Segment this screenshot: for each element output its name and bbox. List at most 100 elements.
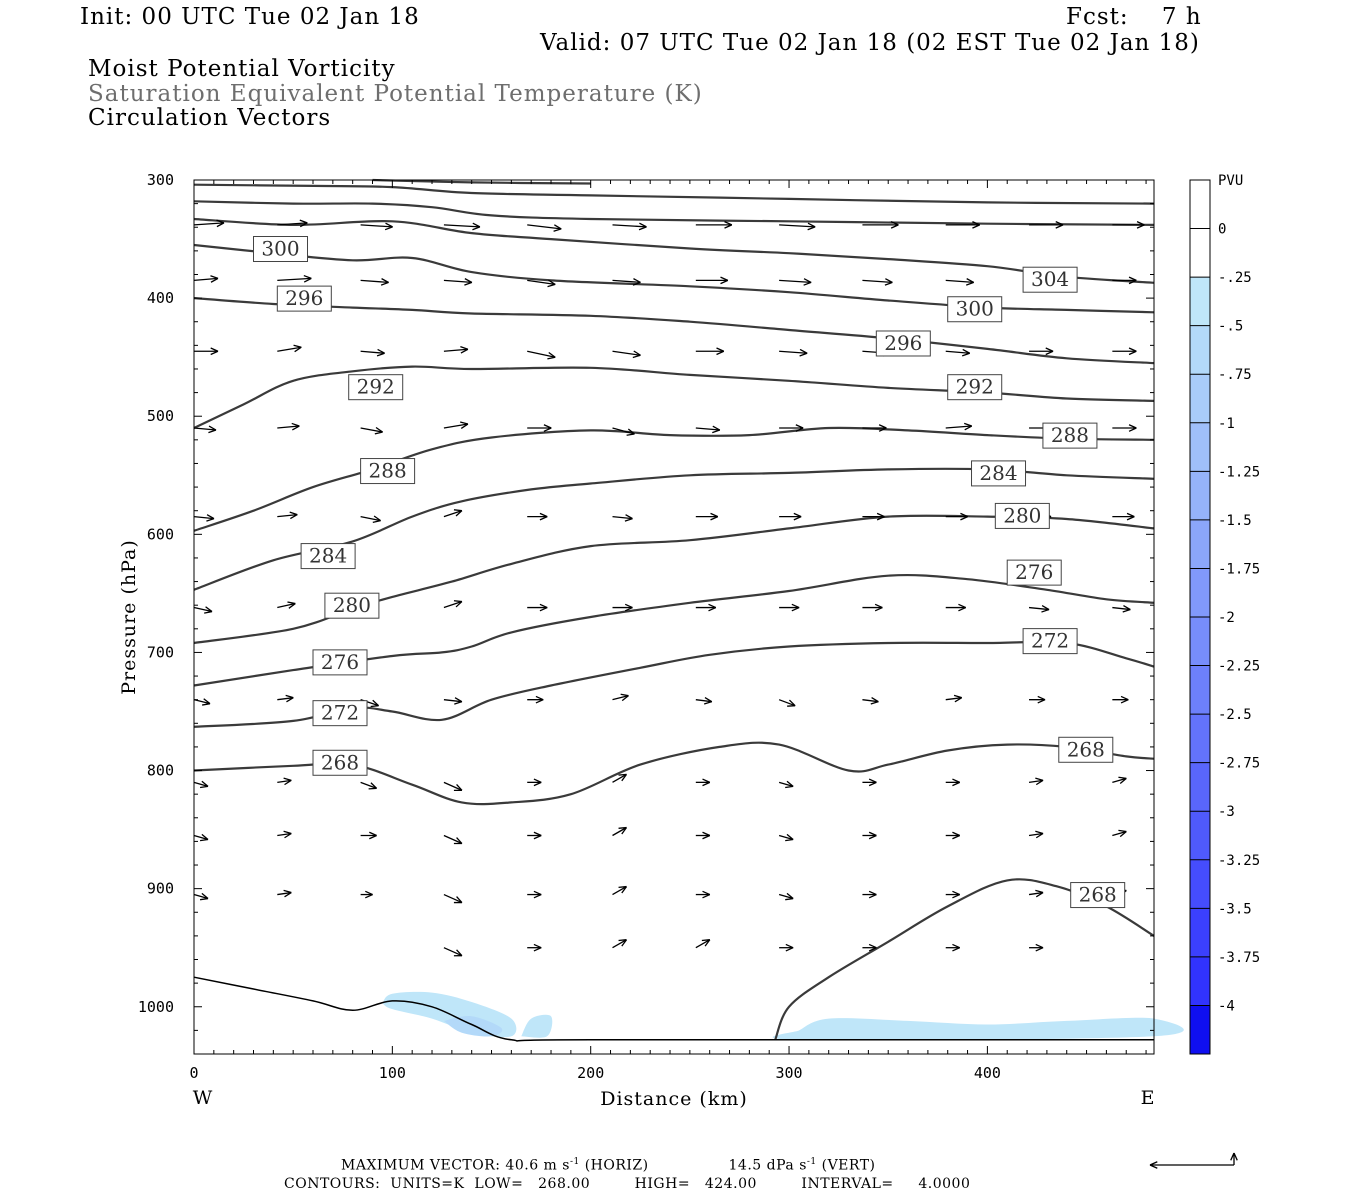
colorbar-tick-label: -.25 (1218, 270, 1252, 286)
y-tick-label: 600 (147, 525, 174, 543)
circulation-vector (443, 278, 473, 286)
y-tick-label: 800 (147, 762, 174, 780)
contour-label-text: 292 (956, 375, 994, 399)
circulation-vector (1112, 776, 1127, 784)
circulation-vector (945, 890, 961, 899)
terrain-surface-line (193, 976, 1154, 1042)
colorbar-swatch (1190, 325, 1210, 375)
circulation-vector (1029, 695, 1046, 704)
circulation-vector (945, 778, 961, 787)
forecast-hour: Fcst: 7 h (1066, 4, 1202, 30)
circulation-vector (862, 424, 887, 432)
x-tick-label: 400 (974, 1064, 1001, 1082)
circulation-vector (527, 224, 562, 232)
circulation-vector (527, 890, 542, 899)
circulation-vector (193, 514, 215, 522)
valid-time: Valid: 07 UTC Tue 02 Jan 18 (02 EST Tue … (540, 30, 1200, 56)
colorbar-tick-label: 0 (1218, 222, 1226, 238)
circulation-vector (612, 826, 628, 837)
contour-label-text: 280 (333, 593, 371, 617)
colorbar-swatch (1190, 859, 1210, 909)
contour-label-text: 288 (369, 459, 407, 483)
circulation-vector (1028, 889, 1044, 898)
max-vector-vert-text: 14.5 dPa s (728, 1157, 807, 1174)
circulation-vector (695, 696, 713, 705)
x-axis-title: Distance (km) (600, 1088, 748, 1110)
pv-shaded-region (443, 1016, 503, 1037)
colorbar-tick-label: -3.75 (1218, 950, 1260, 966)
circulation-vector (193, 892, 209, 901)
circulation-vector (779, 222, 816, 231)
circulation-vector (1112, 512, 1135, 521)
circulation-vector (443, 345, 469, 354)
circulation-vector (1029, 221, 1064, 229)
thetaes-contour-312 (193, 183, 1155, 205)
circulation-vector (1112, 221, 1145, 229)
circulation-vector (193, 425, 217, 434)
circulation-vector (527, 943, 542, 952)
contour-label: 288 (360, 458, 416, 485)
circulation-vector (527, 695, 544, 704)
circulation-vector (1112, 604, 1131, 613)
circulation-vector (277, 830, 292, 839)
max-vector-horiz: (HORIZ) (579, 1157, 649, 1174)
colorbar-swatch (1190, 422, 1210, 472)
max-vector-exp: -1 (569, 1157, 580, 1167)
circulation-vector (527, 350, 556, 360)
circulation-vector (779, 603, 800, 612)
contour-label: 288 (1042, 422, 1098, 449)
circulation-vector (193, 606, 213, 614)
contour-label: 276 (1006, 559, 1062, 586)
circulation-vector (945, 348, 971, 357)
contour-label-text: 292 (357, 375, 395, 399)
circulation-vector (193, 275, 219, 283)
circulation-vector (527, 512, 548, 521)
circulation-vector (443, 781, 463, 792)
field-title-mpv: Moist Potential Vorticity (88, 56, 396, 82)
y-tick-label: 1000 (138, 998, 174, 1016)
contour-label: 272 (312, 700, 368, 727)
circulation-vector (1112, 829, 1127, 838)
contour-label: 284 (300, 543, 356, 570)
circulation-vector (1028, 605, 1050, 613)
vector-layer (193, 219, 1145, 957)
circulation-vector (277, 344, 302, 353)
colorbar-tick-label: -1 (1218, 416, 1235, 432)
circulation-vector (277, 601, 296, 609)
plot-frame (193, 179, 1155, 1055)
circulation-vector (695, 890, 711, 899)
colorbar-title: PVU (1218, 173, 1243, 189)
x-tick-label: 300 (775, 1064, 802, 1082)
circulation-vector (360, 278, 389, 286)
y-tick-label: 500 (147, 407, 174, 425)
thetaes-contour-308 (193, 200, 1155, 226)
circulation-vector (1028, 777, 1044, 786)
contour-label: 300 (253, 236, 309, 263)
circulation-vector (862, 696, 879, 705)
y-axis-title: Pressure (hPa) (118, 539, 140, 695)
colorbar-swatch (1190, 762, 1210, 812)
contour-label-text: 288 (1051, 423, 1089, 447)
circulation-vector (527, 279, 556, 288)
contour-label: 268 (1058, 736, 1114, 763)
colorbar-tick-label: -2 (1218, 610, 1235, 626)
circulation-vector (862, 512, 885, 521)
contour-label: 292 (947, 374, 1003, 401)
contour-label-text: 296 (884, 331, 922, 355)
circulation-vector (612, 939, 628, 949)
circulation-vector (443, 893, 463, 904)
circulation-vector (862, 778, 877, 787)
contour-label-text: 272 (1031, 629, 1069, 653)
circulation-vector (779, 512, 802, 521)
circulation-vector (778, 780, 794, 789)
colorbar-swatch (1190, 956, 1210, 1006)
contour-label-text: 268 (321, 750, 359, 774)
circulation-vector (612, 350, 641, 359)
colorbar-swatch (1190, 374, 1210, 423)
circulation-vector (1029, 347, 1054, 356)
colorbar-tick-label: -1.5 (1218, 513, 1252, 529)
contour-label: 276 (312, 649, 368, 676)
circulation-vector (945, 694, 963, 703)
colorbar-swatch (1190, 471, 1210, 520)
circulation-vector (277, 422, 300, 431)
